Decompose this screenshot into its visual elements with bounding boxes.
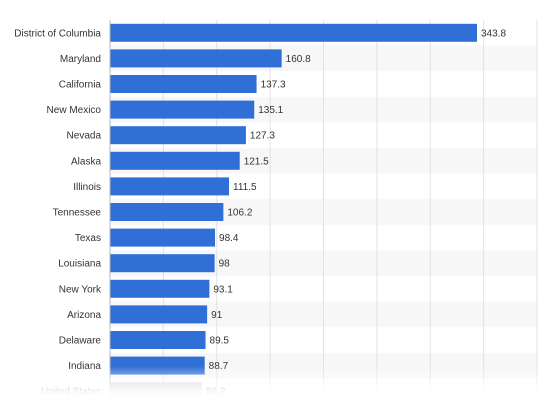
category-label: Alaska [71, 156, 101, 167]
value-label: 89.5 [210, 336, 230, 347]
bar [110, 254, 215, 273]
bar [110, 305, 208, 324]
value-label: 343.8 [481, 28, 506, 39]
value-label: 86.2 [206, 387, 226, 398]
value-label: 91 [211, 310, 223, 321]
value-label: 88.7 [209, 361, 229, 372]
category-label: Nevada [67, 131, 102, 142]
bar [110, 126, 246, 145]
category-label: Arizona [67, 310, 101, 321]
category-label: Maryland [60, 54, 101, 65]
bar [110, 75, 257, 93]
value-label: 98.4 [219, 233, 239, 244]
category-label: Illinois [73, 182, 101, 193]
category-label: Tennessee [53, 208, 102, 219]
category-label: New York [59, 284, 102, 295]
value-labels: 343.8 160.8 137.3 135.1 127.3 121.5 111.5 106.2… [206, 28, 506, 397]
value-label: 121.5 [244, 156, 269, 167]
category-label: District of Columbia [14, 28, 101, 39]
category-label: Texas [75, 233, 101, 244]
category-labels: District of Columbia Maryland California Ne… [14, 28, 102, 397]
bar [110, 331, 206, 349]
category-label: Louisiana [58, 259, 101, 270]
bar [110, 356, 205, 375]
value-label: 93.1 [213, 284, 233, 295]
value-label: 135.1 [258, 105, 283, 116]
category-label: Indiana [68, 361, 101, 372]
value-label: 111.5 [233, 182, 257, 193]
bar [110, 279, 210, 298]
category-label: California [59, 80, 102, 91]
bar [110, 228, 216, 247]
category-label: New Mexico [47, 105, 102, 116]
value-label: 106.2 [227, 208, 252, 219]
value-label: 98 [219, 259, 231, 270]
bar [110, 23, 478, 42]
bar [110, 177, 230, 196]
bar [110, 151, 240, 170]
category-label: Delaware [59, 336, 102, 347]
bars [110, 23, 478, 401]
value-label: 160.8 [286, 54, 311, 65]
value-label: 127.3 [250, 131, 275, 142]
value-label: 137.3 [261, 80, 286, 91]
bar [110, 203, 224, 221]
bar [110, 100, 255, 119]
category-label: United States [41, 387, 101, 398]
bar [110, 49, 282, 68]
bar [110, 382, 203, 401]
